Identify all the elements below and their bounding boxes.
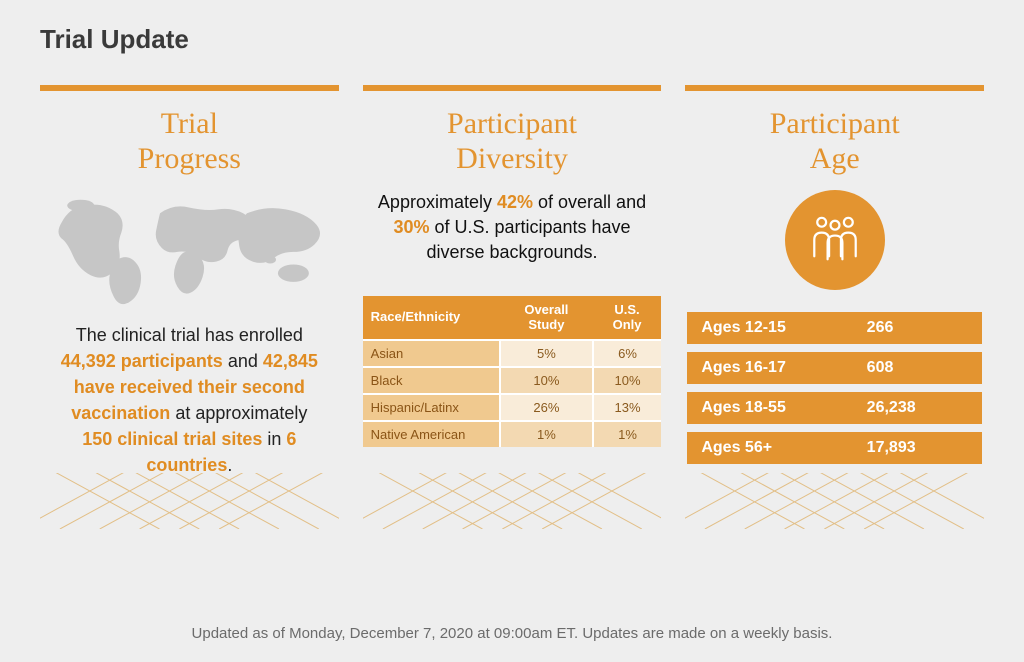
people-group-icon bbox=[785, 190, 885, 290]
row-label: Hispanic/Latinx bbox=[363, 394, 500, 421]
text: . bbox=[227, 455, 232, 475]
age-label: Ages 16-17 bbox=[701, 359, 866, 377]
row-value: 6% bbox=[593, 340, 662, 367]
panel-trial-progress: Trial Progress The clinical trial has en… bbox=[40, 85, 339, 529]
text: and bbox=[223, 351, 263, 371]
title-line: Progress bbox=[138, 142, 241, 175]
title-line: Participant bbox=[447, 107, 577, 140]
row-value: 26% bbox=[500, 394, 593, 421]
table-row: Hispanic/Latinx 26% 13% bbox=[363, 394, 662, 421]
age-label: Ages 56+ bbox=[701, 439, 866, 457]
sites-count: 150 clinical trial sites bbox=[82, 429, 262, 449]
col-header: Race/Ethnicity bbox=[363, 296, 500, 340]
text: of overall and bbox=[533, 192, 646, 212]
title-line: Participant bbox=[770, 107, 900, 140]
text: of U.S. participants have diverse backgr… bbox=[426, 217, 630, 262]
panel-title-diversity: Participant Diversity bbox=[363, 107, 662, 176]
hatch-decoration bbox=[685, 473, 984, 529]
row-label: Asian bbox=[363, 340, 500, 367]
col-header: U.S. Only bbox=[593, 296, 662, 340]
text: The clinical trial has enrolled bbox=[76, 325, 303, 345]
enrolled-count: 44,392 participants bbox=[61, 351, 223, 371]
row-value: 5% bbox=[500, 340, 593, 367]
panel-top-bar bbox=[40, 85, 339, 91]
panel-age: Participant Age Ages 12-15 266 bbox=[685, 85, 984, 529]
page-title: Trial Update bbox=[40, 24, 984, 55]
table-header-row: Race/Ethnicity Overall Study U.S. Only bbox=[363, 296, 662, 340]
table-row: Asian 5% 6% bbox=[363, 340, 662, 367]
row-value: 13% bbox=[593, 394, 662, 421]
age-row: Ages 16-17 608 bbox=[687, 352, 982, 384]
age-row: Ages 18-55 26,238 bbox=[687, 392, 982, 424]
row-value: 10% bbox=[500, 367, 593, 394]
title-line: Age bbox=[810, 142, 860, 175]
age-count: 608 bbox=[867, 359, 968, 377]
age-count: 266 bbox=[867, 319, 968, 337]
col-header: Overall Study bbox=[500, 296, 593, 340]
panel-top-bar bbox=[363, 85, 662, 91]
table-row: Native American 1% 1% bbox=[363, 421, 662, 447]
panel-diversity: Participant Diversity Approximately 42% … bbox=[363, 85, 662, 529]
panel-title-progress: Trial Progress bbox=[40, 107, 339, 176]
hatch-decoration bbox=[363, 473, 662, 529]
age-count: 26,238 bbox=[867, 399, 968, 417]
panel-top-bar bbox=[685, 85, 984, 91]
age-row: Ages 12-15 266 bbox=[687, 312, 982, 344]
age-rows: Ages 12-15 266 Ages 16-17 608 Ages 18-55… bbox=[685, 312, 984, 464]
update-footer: Updated as of Monday, December 7, 2020 a… bbox=[0, 625, 1024, 642]
age-label: Ages 18-55 bbox=[701, 399, 866, 417]
row-value: 10% bbox=[593, 367, 662, 394]
row-label: Black bbox=[363, 367, 500, 394]
text: Approximately bbox=[378, 192, 497, 212]
world-map-icon bbox=[40, 190, 339, 310]
panel-title-age: Participant Age bbox=[685, 107, 984, 176]
panels-row: Trial Progress The clinical trial has en… bbox=[40, 85, 984, 529]
progress-body: The clinical trial has enrolled 44,392 p… bbox=[40, 322, 339, 479]
diversity-intro: Approximately 42% of overall and 30% of … bbox=[363, 190, 662, 266]
title-line: Diversity bbox=[456, 142, 568, 175]
row-value: 1% bbox=[593, 421, 662, 447]
pct-us: 30% bbox=[393, 217, 429, 237]
text: at approximately bbox=[170, 403, 307, 423]
age-row: Ages 56+ 17,893 bbox=[687, 432, 982, 464]
age-count: 17,893 bbox=[867, 439, 968, 457]
title-line: Trial bbox=[161, 107, 218, 140]
table-row: Black 10% 10% bbox=[363, 367, 662, 394]
hatch-decoration bbox=[40, 473, 339, 529]
text: in bbox=[262, 429, 286, 449]
row-value: 1% bbox=[500, 421, 593, 447]
pct-overall: 42% bbox=[497, 192, 533, 212]
age-label: Ages 12-15 bbox=[701, 319, 866, 337]
diversity-table: Race/Ethnicity Overall Study U.S. Only A… bbox=[363, 296, 662, 447]
row-label: Native American bbox=[363, 421, 500, 447]
